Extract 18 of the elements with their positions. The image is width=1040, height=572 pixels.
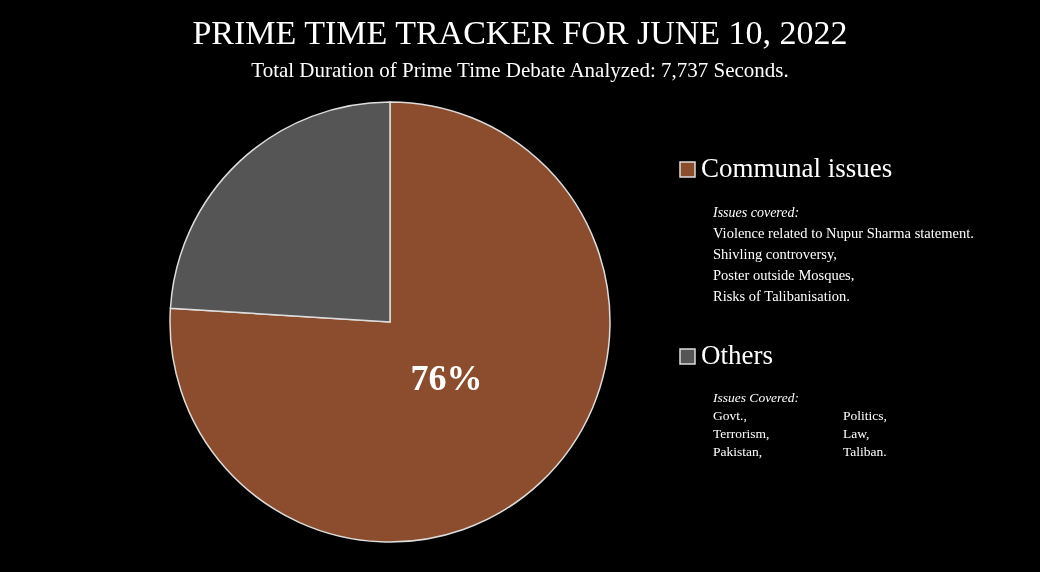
text: Issues Covered:: [712, 390, 800, 405]
text: Risks of Talibanisation.: [713, 288, 850, 304]
legend-label: Others: [701, 340, 773, 370]
chart-title: PRIME TIME TRACKER FOR JUNE 10, 2022: [192, 14, 848, 51]
text: Politics,: [843, 408, 887, 423]
data-label: 76%: [410, 358, 483, 399]
text: Pakistan,: [713, 444, 763, 459]
text: Poster outside Mosques,: [713, 267, 855, 283]
text: Law,: [843, 426, 870, 441]
pie-slice: [169, 101, 611, 543]
text: Issues covered:: [712, 205, 800, 220]
text: Taliban.: [843, 444, 887, 459]
chart-subtitle: Total Duration of Prime Time Debate Analyzed: 7,737 Seconds.: [251, 58, 789, 82]
text: Terrorism,: [713, 426, 770, 441]
legend-label: Communal issues: [701, 153, 893, 183]
text: Violence related to Nupur Sharma statement.: [713, 225, 974, 241]
text: Shivling controversy,: [713, 246, 837, 262]
text: Govt.,: [713, 408, 747, 423]
